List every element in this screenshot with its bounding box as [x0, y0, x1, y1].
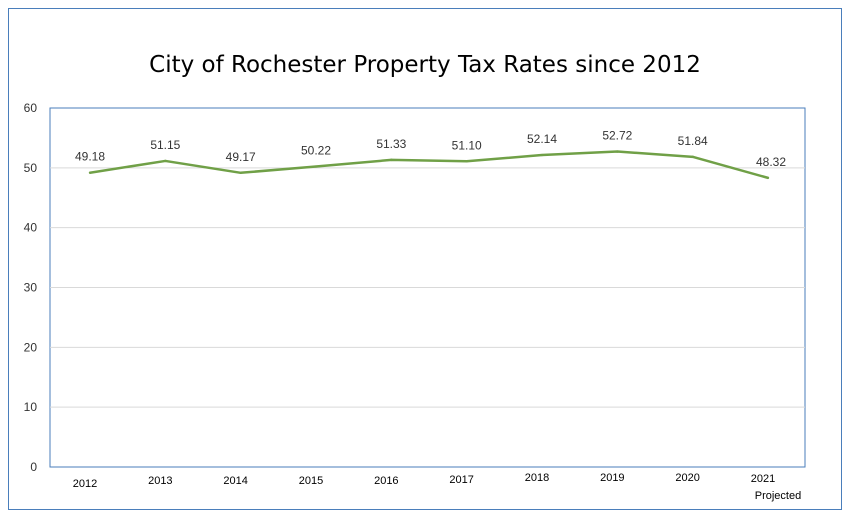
data-point	[465, 160, 468, 163]
data-point	[88, 171, 92, 174]
data-label: 49.18	[75, 150, 105, 164]
data-point	[314, 165, 318, 168]
data-point	[691, 155, 694, 159]
data-labels: 49.18 51.15 49.17 50.22 51.33 51.10 52.14 52.72…	[75, 129, 786, 169]
data-label: 51.15	[150, 138, 180, 152]
chart-title: City of Rochester Property Tax Rates sin…	[149, 52, 701, 78]
data-point	[239, 171, 242, 174]
data-point	[616, 150, 619, 153]
series-line-layer	[88, 150, 770, 180]
data-point	[540, 153, 544, 157]
series-line	[89, 150, 769, 180]
x-tick-label: 2018	[525, 472, 549, 484]
data-label: 51.33	[376, 137, 406, 151]
x-tick-label: 2014	[223, 475, 247, 487]
y-tick-label: 10	[24, 400, 38, 414]
data-point	[164, 159, 167, 163]
y-tick-label: 40	[24, 221, 38, 235]
x-tick-label: 2019	[600, 472, 624, 484]
data-point	[766, 176, 770, 180]
x-tick-label: 2012	[73, 478, 97, 490]
x-tick-label: 2020	[675, 472, 699, 484]
x-tick-label: 2016	[374, 475, 398, 487]
data-label: 50.22	[301, 144, 331, 158]
data-label: 49.17	[226, 150, 256, 164]
y-axis-ticks: 0 10 20 30 40 50 60	[24, 101, 38, 474]
y-tick-label: 60	[24, 101, 38, 115]
x-tick-label: 2013	[148, 475, 172, 487]
data-label: 52.14	[527, 132, 557, 146]
data-label: 48.32	[756, 155, 786, 169]
x-tick-label: 2021 Projected	[751, 473, 801, 502]
x-tick-label: 2015	[299, 475, 323, 487]
gridlines	[49, 107, 806, 468]
data-label: 52.72	[602, 129, 632, 143]
x-tick-label: 2017	[449, 474, 473, 486]
x-axis-ticks: 2012 2013 2014 2015 2016 2017 2018 2019 2020 2021…	[73, 472, 801, 502]
data-point	[390, 158, 393, 162]
chart-frame	[8, 8, 842, 510]
data-label: 51.10	[452, 138, 482, 152]
data-label: 51.84	[678, 134, 708, 148]
y-tick-label: 0	[30, 460, 37, 474]
y-tick-label: 50	[24, 161, 38, 175]
y-tick-label: 30	[24, 281, 38, 295]
y-tick-label: 20	[24, 340, 38, 354]
